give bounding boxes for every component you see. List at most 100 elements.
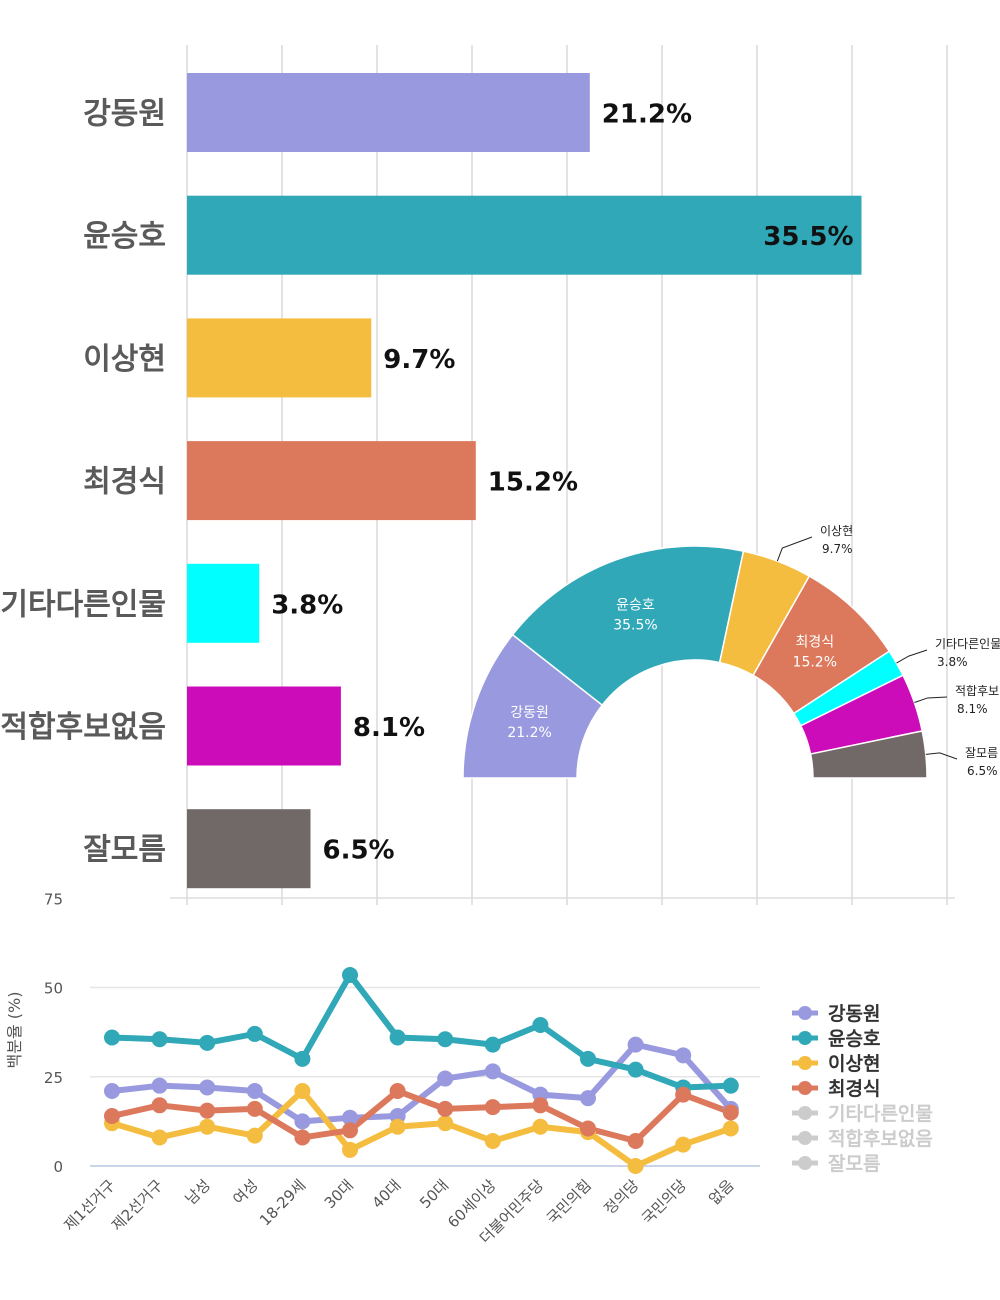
semi-donut-chart: 강동원 21.2% 윤승호 35.5% 이상현 9.7% 최경식 15.2% 기타다른인물 3.8…	[462, 524, 1000, 779]
bar-category-label: 윤승호	[83, 219, 166, 254]
data-point	[675, 1086, 692, 1103]
series-line	[111, 1088, 732, 1169]
bar-value-label: 8.1%	[353, 713, 425, 743]
bar-category-label: 강동원	[83, 97, 166, 132]
data-point	[675, 1047, 692, 1064]
data-point	[389, 1083, 406, 1100]
pie-connector	[914, 696, 948, 703]
legend-item-label: 강동원	[828, 1003, 880, 1025]
data-point	[342, 1109, 358, 1126]
data-point	[104, 1083, 120, 1100]
y-axis-label: 백분율 (%)	[5, 992, 24, 1069]
bar-category-label: 잘모름	[83, 833, 166, 868]
pie-slice	[809, 730, 928, 779]
pie-slice-label: 기타다른인물	[935, 637, 1000, 651]
data-point	[484, 1133, 501, 1150]
bar-value-label: 9.7%	[383, 345, 455, 375]
data-point	[580, 1120, 596, 1137]
x-tick-label: 제1선거구	[60, 1176, 119, 1235]
legend-swatch-dot	[798, 1131, 812, 1145]
data-point	[437, 1031, 454, 1048]
pie-slice-value: 6.5%	[967, 764, 998, 778]
bar-category-label: 최경식	[83, 465, 166, 500]
bar-value-label: 21.2%	[602, 100, 692, 130]
data-point	[104, 1029, 120, 1046]
bar-value-label: 3.8%	[271, 590, 343, 620]
bar-value-label: 35.5%	[763, 222, 853, 252]
legend-swatch-dot	[798, 1156, 812, 1170]
data-point	[627, 1061, 644, 1078]
bar	[187, 73, 590, 152]
data-point	[532, 1097, 549, 1114]
pie-slice-label: 적합후보없음	[955, 684, 1000, 698]
legend-swatch-dot	[798, 1031, 812, 1045]
x-tick-label: 30대	[321, 1176, 357, 1212]
data-point	[389, 1029, 406, 1046]
legend-item-label: 윤승호	[828, 1028, 880, 1050]
data-point	[199, 1118, 216, 1135]
bar-value-label: 6.5%	[323, 836, 395, 866]
x-tick-label: 여성	[229, 1176, 261, 1208]
legend-item-label: 최경식	[828, 1078, 880, 1100]
x-tick-label: 국민의힘	[543, 1176, 595, 1228]
x-tick-label: 국민의당	[638, 1176, 690, 1228]
bar-value-label: 15.2%	[488, 468, 578, 498]
data-point	[246, 1127, 263, 1144]
data-point	[294, 1050, 311, 1067]
data-point	[342, 1141, 358, 1158]
pie-slice-label: 최경식	[795, 634, 834, 650]
legend-swatch-dot	[798, 1006, 812, 1020]
x-tick-label: 50대	[416, 1176, 452, 1212]
bar	[187, 441, 476, 521]
data-point	[722, 1077, 739, 1094]
data-point	[580, 1090, 596, 1107]
legend-item-label: 기타다른인물	[828, 1103, 933, 1125]
pie-slice-value: 8.1%	[957, 702, 988, 716]
data-point	[199, 1102, 216, 1119]
pie-slice-label: 윤승호	[616, 597, 655, 613]
data-point	[437, 1115, 454, 1132]
data-point	[675, 1136, 692, 1153]
data-point	[437, 1100, 454, 1117]
bar-category-label: 이상현	[83, 342, 166, 377]
x-tick-label: 제2선거구	[108, 1176, 167, 1235]
x-tick-label: 18-29세	[256, 1176, 309, 1229]
data-point	[151, 1129, 168, 1146]
data-point	[246, 1025, 263, 1042]
pie-slice-label: 이상현	[820, 524, 853, 538]
x-tick-label: 없음	[705, 1176, 737, 1208]
legend-item-label: 이상현	[828, 1053, 880, 1075]
data-point	[342, 1122, 358, 1139]
data-point	[199, 1079, 216, 1096]
data-point	[294, 1129, 311, 1146]
bar	[187, 195, 862, 275]
data-point	[104, 1108, 120, 1125]
data-point	[532, 1016, 549, 1033]
x-tick-label: 40대	[368, 1176, 404, 1212]
data-point	[484, 1063, 501, 1080]
data-point	[342, 967, 358, 984]
data-point	[627, 1036, 644, 1053]
bar	[187, 809, 311, 889]
bar	[187, 318, 372, 398]
pie-slice-value: 21.2%	[507, 725, 551, 741]
data-point	[627, 1133, 644, 1150]
pie-connector	[776, 536, 813, 562]
bar-category-label: 기타다른인물	[0, 587, 166, 622]
bar-chart-grid	[170, 45, 955, 905]
bar	[187, 686, 341, 766]
pie-connector	[925, 752, 958, 760]
pie-slice-value: 3.8%	[937, 655, 968, 669]
pie-slice-value: 9.7%	[822, 542, 853, 556]
data-point	[580, 1050, 596, 1067]
data-point	[151, 1031, 168, 1048]
pie-slice-value: 35.5%	[613, 617, 657, 633]
data-point	[294, 1113, 311, 1130]
data-point	[722, 1120, 739, 1137]
y-tick-label: 50	[44, 980, 63, 998]
data-point	[484, 1036, 501, 1053]
data-point	[246, 1100, 263, 1117]
bar-chart: 강동원 21.2% 윤승호 35.5% 이상현 9.7% 최경식 15.2% 기타다른인물 3.8…	[0, 73, 862, 889]
